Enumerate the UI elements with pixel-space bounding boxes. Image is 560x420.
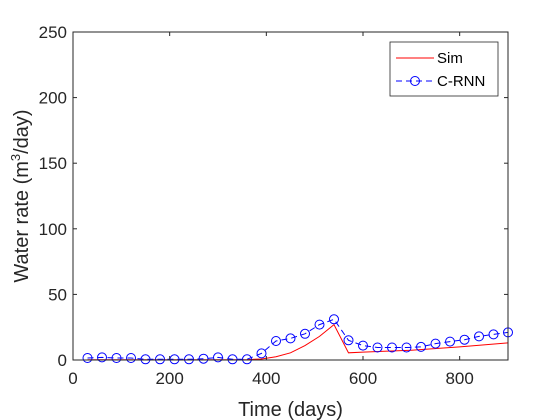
series-point-1: [416, 341, 426, 352]
legend: Sim C-RNN: [389, 41, 499, 97]
legend-crnn-marker: [410, 76, 420, 86]
series-point-1: [401, 342, 412, 353]
series-point-1: [271, 336, 281, 346]
series-point-1: [343, 335, 354, 346]
x-tick-label: 800: [445, 369, 473, 388]
series-point-1: [387, 342, 397, 353]
y-axis-label-main: Water rate (m: [11, 161, 33, 283]
series-point-1: [198, 353, 209, 364]
y-axis-label: Water rate (m3/day): [8, 109, 33, 282]
series-point-1: [256, 348, 267, 359]
legend-sim-label: Sim: [437, 50, 463, 67]
y-tick-label: 100: [39, 220, 67, 239]
series-point-1: [314, 319, 325, 330]
series-point-1: [300, 328, 310, 339]
series-point-1: [111, 353, 122, 363]
x-tick-label: 200: [155, 369, 183, 388]
y-tick-label: 200: [39, 89, 67, 108]
series-point-1: [184, 354, 194, 365]
x-tick-label: 400: [252, 369, 280, 388]
series-point-1: [285, 333, 296, 344]
y-tick-label: 0: [58, 351, 67, 370]
series-1: [82, 314, 513, 365]
y-tick-label: 150: [39, 154, 67, 173]
legend-crnn-label: C-RNN: [437, 73, 485, 90]
axes-layer: [72, 31, 509, 361]
x-tick-label: 600: [349, 369, 377, 388]
x-tick-label: 0: [68, 369, 77, 388]
series-point-1: [430, 338, 441, 349]
series-point-1: [459, 334, 470, 345]
series-point-1: [97, 352, 107, 363]
series-point-1: [372, 342, 383, 353]
series-point-1: [213, 352, 223, 363]
plot-frame: [72, 31, 509, 361]
y-axis-label-tail: /day): [11, 109, 33, 153]
y-tick-label: 50: [48, 285, 67, 304]
legend-box: [389, 41, 499, 97]
series-point-1: [82, 353, 93, 363]
series-point-1: [155, 354, 165, 365]
series-point-1: [140, 354, 151, 365]
ticks-layer: 0 200 400 600 800 0 50 100 150 200 250: [39, 23, 508, 388]
series-point-1: [488, 329, 499, 340]
series-point-1: [126, 353, 136, 363]
series-point-1: [445, 336, 455, 347]
y-tick-label: 250: [39, 23, 67, 42]
series-point-1: [227, 354, 238, 365]
series-point-1: [358, 340, 368, 351]
series-line-1: [87, 318, 509, 360]
x-axis-label: Time (days): [238, 399, 343, 420]
series-point-1: [474, 331, 484, 342]
series-point-1: [242, 354, 252, 365]
series-point-1: [329, 314, 339, 325]
y-axis-label-superscript: 3: [8, 154, 23, 161]
